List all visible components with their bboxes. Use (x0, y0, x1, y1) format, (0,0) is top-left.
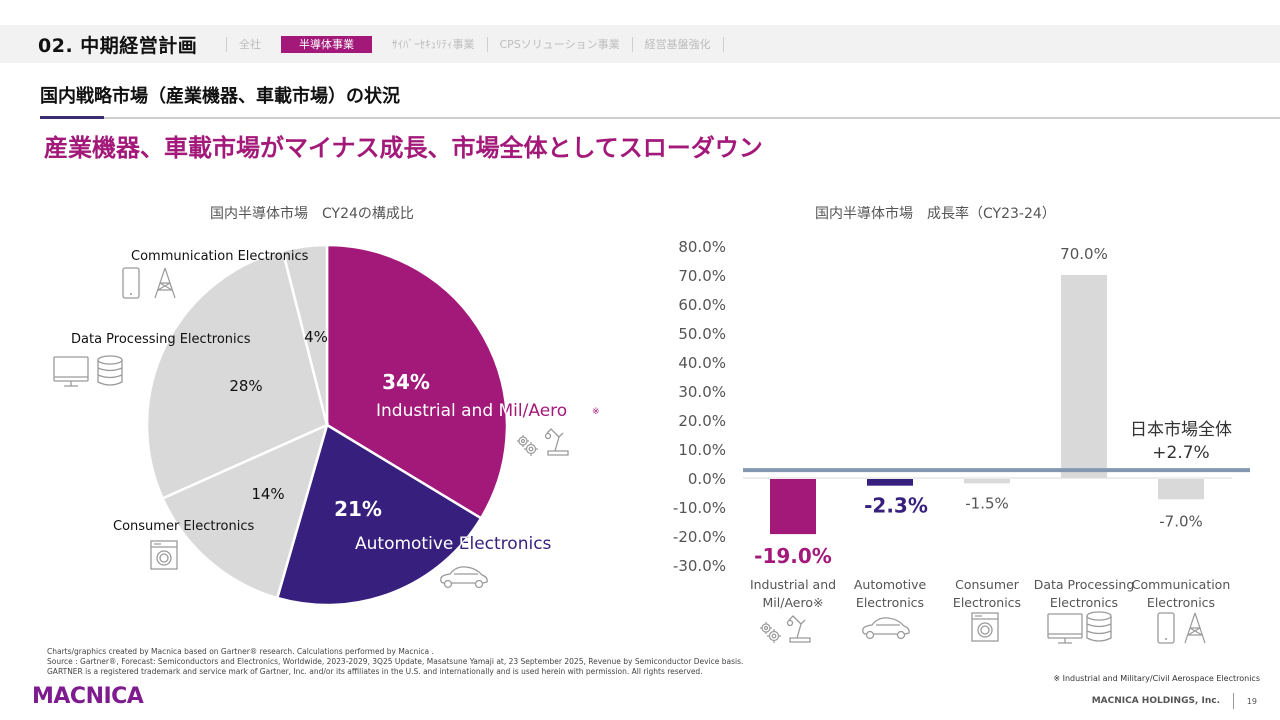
y-tick-label: 40.0% (678, 354, 726, 372)
nav-item-management[interactable]: 経営基盤強化 (631, 36, 723, 52)
nav-item-company[interactable]: 全社 (226, 36, 273, 52)
bar-value-label: -19.0% (754, 544, 832, 568)
y-tick-label: 30.0% (678, 383, 726, 401)
pie-value-label: 34% (382, 370, 430, 394)
gears-icon (759, 621, 782, 644)
bar (770, 479, 816, 535)
headline: 産業機器、車載市場がマイナス成長、市場全体としてスローダウン (44, 134, 763, 162)
x-category-label: Communication (1132, 577, 1231, 592)
monitor-icon (53, 356, 89, 387)
pie-chart (145, 243, 509, 607)
pie-category-label: Data Processing Electronics (71, 332, 251, 347)
section-nav: 全社 半導体事業 ｻｲﾊﾞｰｾｷｭﾘﾃｨ事業 CPSソリューション事業 経営基盤… (226, 35, 724, 53)
legend-note: ※ Industrial and Military/Civil Aerospac… (1053, 674, 1260, 683)
footnote-line: GARTNER is a registered trademark and se… (47, 667, 703, 676)
robot-arm-icon (544, 428, 569, 456)
note-mark: ※ (592, 407, 600, 417)
antenna-tower-icon (154, 267, 176, 299)
bar-value-label: 70.0% (1060, 245, 1108, 263)
x-category-label: Electronics (1050, 595, 1118, 610)
pie-category-label: Automotive Electronics (355, 534, 552, 554)
page-divider (1233, 693, 1234, 709)
x-category-label: Electronics (1147, 595, 1215, 610)
database-icon (1086, 611, 1112, 642)
pie-category-label: Industrial and Mil/Aero (376, 401, 567, 421)
gears-icon (516, 434, 539, 457)
pie-slice (160, 422, 329, 600)
pie-value-label: 14% (251, 485, 284, 503)
pie-category-label: Consumer Electronics (113, 519, 255, 534)
washing-machine-icon (971, 612, 999, 642)
reference-line-value: +2.7% (1152, 443, 1209, 463)
y-tick-label: 70.0% (678, 267, 726, 285)
y-tick-label: 0.0% (688, 470, 726, 488)
y-tick-label: 50.0% (678, 325, 726, 343)
bar-value-label: -7.0% (1159, 512, 1203, 530)
footnote-line: Source : Gartner®, Forecast: Semiconduct… (47, 657, 744, 666)
y-tick-label: 80.0% (678, 238, 726, 256)
page-number: 19 (1246, 697, 1257, 706)
pie-slice (275, 423, 483, 607)
footnote-line: Charts/graphics created by Macnica based… (47, 647, 434, 656)
pie-slice (281, 243, 329, 426)
y-tick-label: -30.0% (673, 557, 726, 575)
company-name: MACNICA HOLDINGS, Inc. (1091, 696, 1220, 706)
y-tick-label: 10.0% (678, 441, 726, 459)
x-category-label: Electronics (856, 595, 924, 610)
footnote: Charts/graphics created by Macnica based… (47, 647, 743, 677)
pie-chart-title: 国内半導体市場 CY24の構成比 (210, 206, 414, 222)
divider (40, 117, 1280, 119)
nav-item-cps[interactable]: CPSソリューション事業 (486, 36, 632, 52)
bar (1158, 479, 1204, 500)
nav-item-semiconductor[interactable]: 半導体事業 (281, 35, 372, 53)
y-tick-label: -10.0% (673, 499, 726, 517)
x-category-label: Electronics (953, 595, 1021, 610)
robot-arm-icon (786, 615, 811, 643)
bar-chart: 80.0% 70.0% 60.0% 50.0% 40.0% 30.0% 20.0% 10.0%… (673, 238, 1250, 644)
x-category-label: Industrial and (750, 577, 836, 592)
y-tick-label: 20.0% (678, 412, 726, 430)
smartphone-icon (1157, 612, 1175, 644)
bar-value-label: -2.3% (864, 494, 928, 518)
pie-value-label: 21% (334, 497, 382, 521)
divider-accent (40, 116, 104, 119)
y-tick-label: -20.0% (673, 528, 726, 546)
washing-machine-icon (150, 540, 178, 570)
nav-item-cybersecurity[interactable]: ｻｲﾊﾞｰｾｷｭﾘﾃｨ事業 (392, 37, 475, 51)
bar (867, 479, 913, 486)
pie-slice (325, 243, 509, 520)
pie-slice (145, 249, 329, 501)
x-category-label: Data Processing (1034, 577, 1135, 592)
bar (1061, 275, 1107, 478)
y-tick-label: 60.0% (678, 296, 726, 314)
page-subtitle: 国内戦略市場（産業機器、車載市場）の状況 (40, 86, 400, 107)
car-icon (440, 566, 488, 589)
reference-line-label: 日本市場全体 (1130, 420, 1232, 440)
pie-labels: 34%21%14%28%4%Industrial and Mil/AeroInd… (53, 249, 600, 589)
bar-chart-title: 国内半導体市場 成長率（CY23-24） (815, 206, 1056, 222)
monitor-icon (1047, 613, 1083, 644)
pie-category-label: Communication Electronics (131, 249, 309, 264)
macnica-logo: MACNICA (32, 684, 144, 709)
bar (964, 479, 1010, 484)
x-category-label: Automotive (854, 577, 927, 592)
section-title: 02. 中期経営計画 (38, 35, 198, 57)
x-category-label: Mil/Aero※ (763, 595, 824, 610)
x-category-label: Consumer (955, 577, 1020, 592)
header-bar (0, 25, 1280, 63)
car-icon (862, 617, 910, 640)
nav-divider (722, 36, 724, 52)
bar-value-label: -1.5% (965, 494, 1009, 512)
antenna-tower-icon (1184, 612, 1206, 644)
database-icon (97, 355, 123, 386)
pie-value-label: 4% (304, 328, 328, 346)
smartphone-icon (122, 267, 140, 299)
pie-value-label: 28% (229, 377, 262, 395)
